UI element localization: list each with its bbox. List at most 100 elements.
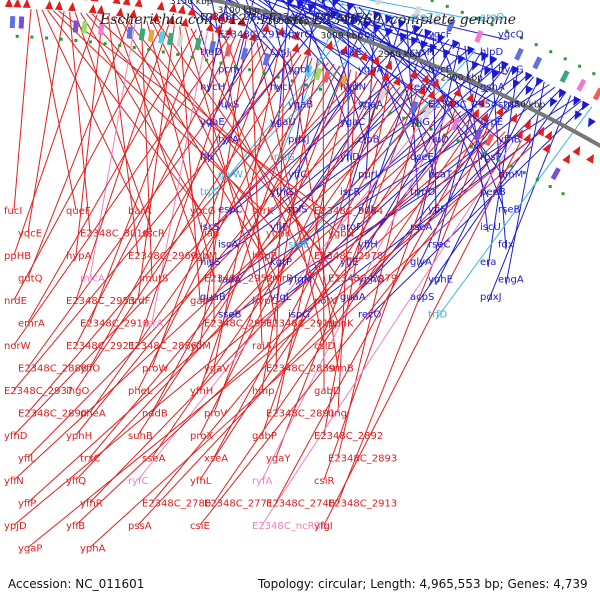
reverse-cds-arrow bbox=[509, 113, 518, 123]
reverse-label-leader bbox=[199, 134, 511, 526]
reverse-gene-label: ryfC bbox=[128, 476, 149, 487]
kbp-tick-label: 2950 kbp bbox=[378, 50, 421, 60]
forward-gene-label: ygbA bbox=[358, 65, 384, 76]
cog-block-inner bbox=[304, 64, 313, 78]
inner-dot-track bbox=[132, 45, 136, 49]
forward-cds-arrow bbox=[452, 39, 460, 50]
reverse-label-leader bbox=[157, 22, 339, 278]
forward-label-leader bbox=[417, 66, 513, 268]
forward-gene-label: acpS bbox=[410, 292, 434, 303]
reverse-cds-arrow bbox=[523, 119, 531, 130]
genome-axis bbox=[201, 0, 600, 149]
reverse-label-leader bbox=[140, 20, 153, 278]
forward-cds-arrow bbox=[501, 60, 509, 71]
reverse-gene-label: E2348C_2780 bbox=[142, 499, 211, 510]
cog-block-inner bbox=[126, 26, 134, 40]
reverse-gene-label: trxC bbox=[80, 454, 101, 465]
reverse-label-leader bbox=[80, 12, 215, 233]
forward-gene-label: pdxJ bbox=[288, 135, 310, 146]
cog-block-inner bbox=[81, 21, 88, 34]
kbp-tick-label: 2900 kbp bbox=[440, 73, 483, 83]
reverse-gene-label: yfiM bbox=[190, 341, 211, 352]
inner-dot-track bbox=[415, 122, 419, 126]
forward-label-leader bbox=[308, 0, 419, 128]
reverse-gene-label: nadB bbox=[142, 409, 168, 420]
forward-label-leader bbox=[487, 95, 572, 303]
reverse-cds-arrow bbox=[180, 17, 189, 28]
reverse-gene-label: nrdE bbox=[4, 296, 27, 307]
forward-gene-label: iscS bbox=[200, 222, 220, 233]
forward-cds-arrow bbox=[411, 36, 419, 47]
outer-dot-track bbox=[578, 64, 582, 68]
reverse-gene-label: E2348C_2952 bbox=[204, 274, 273, 285]
reverse-gene-label: yqcE bbox=[18, 229, 42, 240]
forward-gene-label: purL bbox=[358, 170, 381, 181]
reverse-gene-label: E2348C_2919 bbox=[266, 319, 335, 330]
outer-dot-track bbox=[520, 36, 524, 40]
reverse-label-leader bbox=[213, 67, 346, 413]
forward-gene-label: trfD bbox=[428, 310, 448, 321]
forward-gene-label: yphE bbox=[428, 275, 453, 286]
cog-block-inner bbox=[378, 88, 387, 102]
reverse-cds-arrow bbox=[477, 97, 485, 108]
reverse-cds-arrow bbox=[350, 48, 359, 59]
reverse-label-leader bbox=[137, 131, 506, 526]
cog-block-inner bbox=[72, 20, 79, 33]
reverse-label-leader bbox=[13, 23, 164, 301]
forward-label-leader bbox=[295, 0, 317, 145]
reverse-gene-label: gabT bbox=[190, 296, 216, 307]
forward-cds-arrow bbox=[429, 43, 438, 54]
reverse-label-leader bbox=[89, 30, 203, 323]
forward-gene-label: hlpD bbox=[480, 47, 503, 58]
forward-label-leader bbox=[353, 5, 419, 163]
reverse-cds-arrow bbox=[129, 9, 137, 19]
cog-block-inner bbox=[473, 128, 483, 142]
reverse-cds-arrow bbox=[54, 0, 63, 11]
reverse-cds-arrow bbox=[371, 55, 380, 66]
forward-cds-arrow bbox=[489, 55, 498, 66]
inner-dot-track bbox=[59, 37, 63, 41]
reverse-label-leader bbox=[75, 54, 302, 391]
reverse-label-leader bbox=[261, 106, 451, 481]
reverse-cds-arrow bbox=[45, 0, 54, 10]
reverse-gene-label: ygcG bbox=[190, 206, 216, 217]
reverse-label-leader bbox=[199, 57, 313, 391]
reverse-gene-label: norW bbox=[4, 341, 31, 352]
forward-gene-label: yqaA bbox=[358, 100, 383, 111]
reverse-gene-label: yphA bbox=[80, 544, 106, 555]
forward-cds-arrow bbox=[536, 76, 544, 87]
reverse-cds-arrow bbox=[367, 67, 376, 77]
reverse-label-leader bbox=[275, 93, 418, 458]
reverse-gene-label: yfhL bbox=[190, 476, 212, 487]
reverse-label-leader bbox=[27, 111, 462, 503]
forward-gene-label: yphG bbox=[358, 275, 384, 286]
forward-gene-label: E2348C_2884 bbox=[270, 12, 339, 23]
cog-block-inner bbox=[194, 37, 202, 51]
forward-gene-label: ygaC bbox=[340, 117, 365, 128]
inner-dot-track bbox=[548, 185, 552, 189]
reverse-gene-label: yfhH bbox=[190, 386, 213, 397]
reverse-cds-arrow bbox=[359, 51, 368, 62]
reverse-cds-arrow bbox=[523, 133, 531, 144]
forward-label-leader bbox=[365, 76, 534, 285]
forward-gene-label: sroE bbox=[288, 240, 310, 251]
reverse-gene-label: ygbM bbox=[190, 251, 217, 262]
forward-gene-label: guaA bbox=[340, 292, 366, 303]
reverse-cds-arrow bbox=[340, 45, 348, 55]
inner-dot-track bbox=[15, 34, 19, 38]
forward-gene-label: yfhG bbox=[270, 187, 294, 198]
cog-block-inner bbox=[322, 69, 331, 83]
cog-block-outer bbox=[412, 5, 422, 19]
forward-label-leader bbox=[365, 12, 376, 180]
reverse-cds-arrow bbox=[224, 26, 233, 37]
inner-dot-track bbox=[219, 61, 223, 65]
reverse-gene-label: yfiB bbox=[66, 521, 85, 532]
forward-gene-label: hydN bbox=[340, 82, 366, 93]
forward-gene-label: engA bbox=[498, 275, 524, 286]
cog-block-inner bbox=[409, 100, 419, 114]
forward-label-leader bbox=[225, 26, 418, 215]
forward-gene-label: rplS bbox=[288, 205, 308, 216]
reverse-gene-label: ung bbox=[328, 409, 347, 420]
reverse-gene-label: pheA bbox=[80, 409, 106, 420]
